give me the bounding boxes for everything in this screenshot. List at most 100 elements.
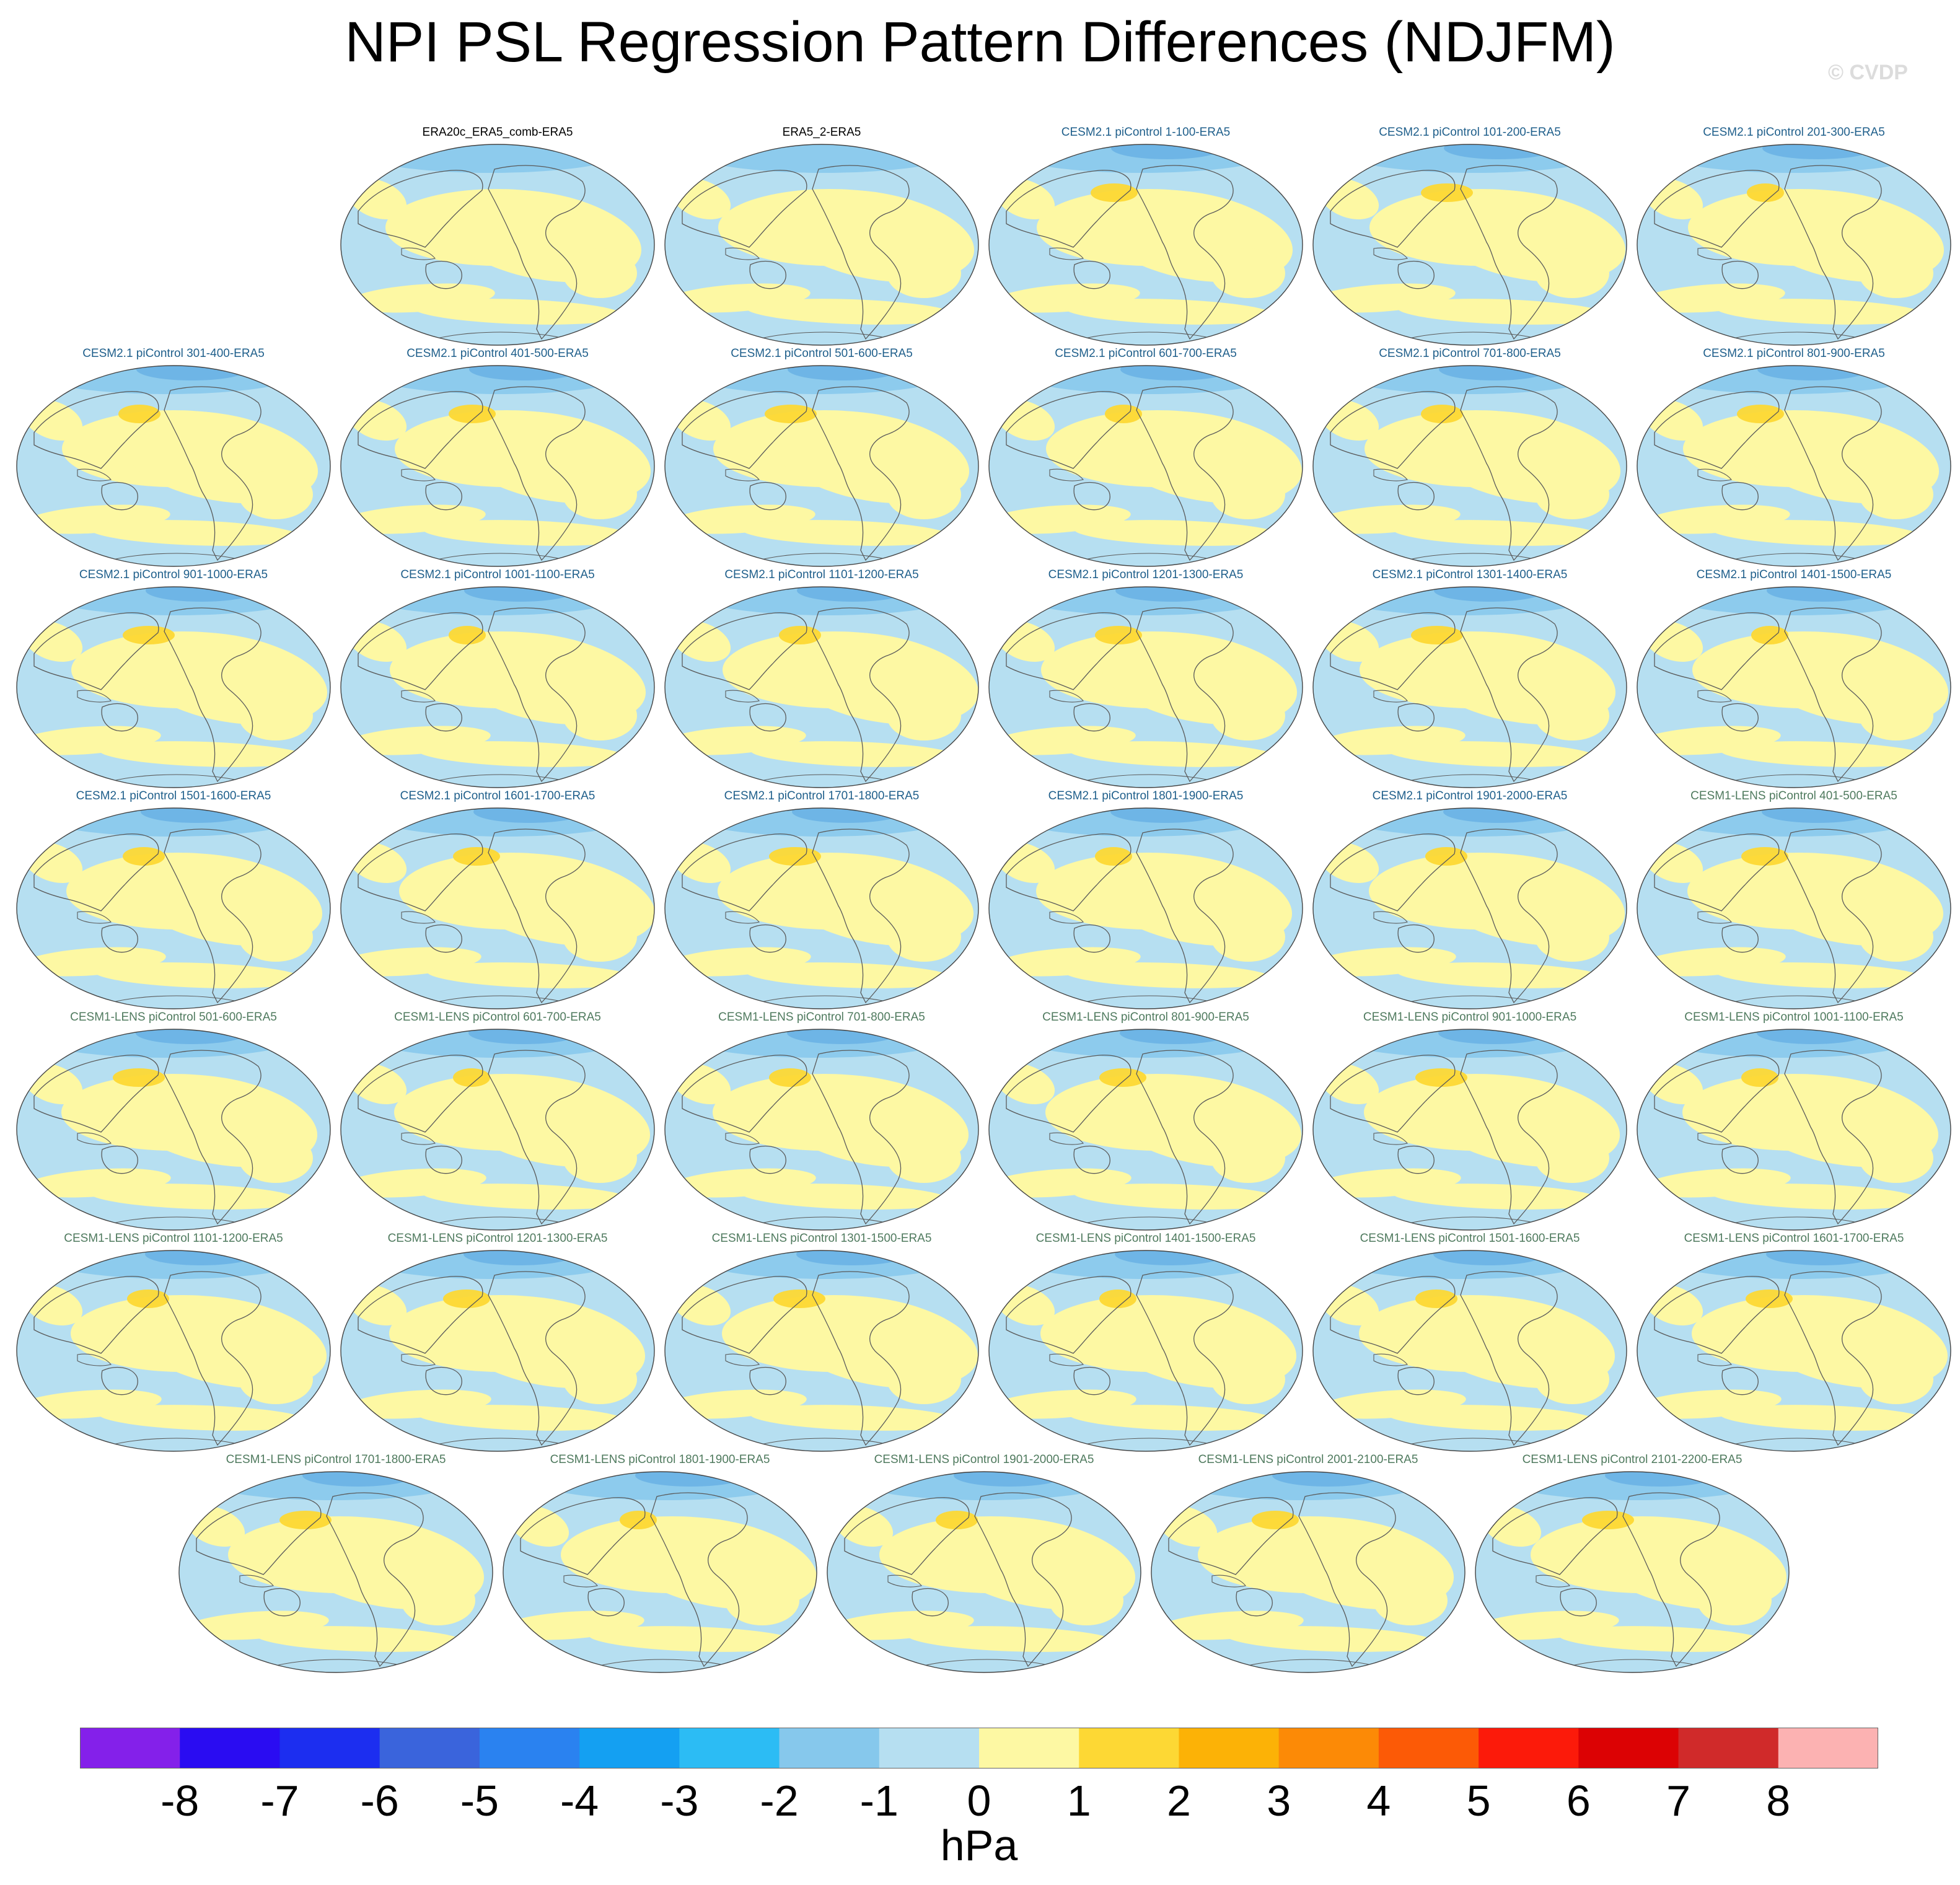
globe-map bbox=[988, 144, 1303, 346]
colorbar-tick-label: -4 bbox=[560, 1777, 599, 1825]
colorbar-segment bbox=[679, 1728, 780, 1769]
map-panel-title: CESM1-LENS piControl 601-700-ERA5 bbox=[394, 1011, 601, 1024]
globe-map bbox=[1637, 1250, 1951, 1452]
colorbar-segment bbox=[180, 1728, 280, 1769]
map-panel-title: CESM1-LENS piControl 1701-1800-ERA5 bbox=[226, 1453, 446, 1466]
map-panel: CESM2.1 piControl 101-200-ERA5 bbox=[1309, 126, 1631, 349]
map-panel: CESM1-LENS piControl 1701-1800-ERA5 bbox=[175, 1453, 497, 1676]
globe-map bbox=[988, 807, 1303, 1009]
colorbar-segment bbox=[379, 1728, 480, 1769]
map-panel: CESM1-LENS piControl 1501-1600-ERA5 bbox=[1309, 1232, 1631, 1455]
colorbar-segment bbox=[1179, 1728, 1280, 1769]
globe-map bbox=[827, 1471, 1141, 1673]
map-panel-title: CESM2.1 piControl 1201-1300-ERA5 bbox=[1048, 568, 1244, 581]
map-panel: CESM2.1 piControl 901-1000-ERA5 bbox=[12, 568, 335, 791]
colorbar-tick-label: -1 bbox=[859, 1777, 899, 1825]
map-panel-title: CESM2.1 piControl 301-400-ERA5 bbox=[82, 347, 265, 360]
map-panel-title: CESM1-LENS piControl 901-1000-ERA5 bbox=[1363, 1011, 1577, 1024]
globe-map bbox=[1312, 144, 1627, 346]
map-panel: ERA5_2-ERA5 bbox=[661, 126, 983, 349]
colorbar-segment bbox=[979, 1728, 1079, 1769]
map-panel: CESM1-LENS piControl 1801-1900-ERA5 bbox=[499, 1453, 821, 1676]
map-panel: CESM1-LENS piControl 1901-2000-ERA5 bbox=[823, 1453, 1145, 1676]
globe-map bbox=[340, 144, 655, 346]
map-panel-title: CESM2.1 piControl 1001-1100-ERA5 bbox=[400, 568, 595, 581]
map-panel-title: CESM2.1 piControl 1701-1800-ERA5 bbox=[724, 789, 920, 802]
globe-map bbox=[1475, 1471, 1790, 1673]
globe-map bbox=[503, 1471, 817, 1673]
globe-map bbox=[664, 1250, 979, 1452]
colorbar-tick-label: 2 bbox=[1166, 1777, 1191, 1825]
colorbar-tick-label: -6 bbox=[360, 1777, 399, 1825]
colorbar-segment bbox=[1479, 1728, 1579, 1769]
colorbar-segment bbox=[879, 1728, 980, 1769]
map-panel-title: CESM1-LENS piControl 1501-1600-ERA5 bbox=[1360, 1232, 1580, 1245]
map-panel-title: CESM1-LENS piControl 2101-2200-ERA5 bbox=[1522, 1453, 1742, 1466]
colorbar-segment bbox=[479, 1728, 580, 1769]
map-panel-title: CESM2.1 piControl 701-800-ERA5 bbox=[1379, 347, 1561, 360]
map-panel-title: CESM2.1 piControl 601-700-ERA5 bbox=[1055, 347, 1237, 360]
map-panel: CESM1-LENS piControl 2001-2100-ERA5 bbox=[1147, 1453, 1469, 1676]
globe-map bbox=[988, 365, 1303, 567]
map-panel-title: CESM2.1 piControl 101-200-ERA5 bbox=[1379, 126, 1561, 139]
map-panel: CESM2.1 piControl 1901-2000-ERA5 bbox=[1309, 789, 1631, 1013]
map-panel: CESM1-LENS piControl 401-500-ERA5 bbox=[1633, 789, 1955, 1013]
map-panel: CESM2.1 piControl 1701-1800-ERA5 bbox=[661, 789, 983, 1013]
globe-map bbox=[1312, 586, 1627, 788]
map-panel-title: CESM1-LENS piControl 801-900-ERA5 bbox=[1042, 1011, 1249, 1024]
map-panel-title: CESM1-LENS piControl 1201-1300-ERA5 bbox=[387, 1232, 608, 1245]
globe-map bbox=[1637, 807, 1951, 1009]
page-title: NPI PSL Regression Pattern Differences (… bbox=[345, 11, 1615, 74]
colorbar-tick-label: -8 bbox=[160, 1777, 200, 1825]
colorbar-tick-label: 8 bbox=[1766, 1777, 1791, 1825]
map-panel-title: CESM1-LENS piControl 1901-2000-ERA5 bbox=[874, 1453, 1094, 1466]
map-panel-title: CESM1-LENS piControl 1801-1900-ERA5 bbox=[550, 1453, 770, 1466]
map-panel: CESM1-LENS piControl 2101-2200-ERA5 bbox=[1471, 1453, 1793, 1676]
globe-map bbox=[16, 1029, 331, 1231]
map-panel: CESM2.1 piControl 501-600-ERA5 bbox=[661, 347, 983, 570]
map-panel: CESM2.1 piControl 601-700-ERA5 bbox=[985, 347, 1307, 570]
globe-map bbox=[664, 365, 979, 567]
map-panel: CESM2.1 piControl 1201-1300-ERA5 bbox=[985, 568, 1307, 791]
colorbar-tick-label: 3 bbox=[1267, 1777, 1291, 1825]
map-panel: ERA20c_ERA5_comb-ERA5 bbox=[336, 126, 659, 349]
map-panel-title: CESM2.1 piControl 1-100-ERA5 bbox=[1061, 126, 1231, 139]
map-panel: CESM2.1 piControl 301-400-ERA5 bbox=[12, 347, 335, 570]
map-panel: CESM2.1 piControl 1601-1700-ERA5 bbox=[336, 789, 659, 1013]
globe-map bbox=[340, 1250, 655, 1452]
globe-map bbox=[340, 1029, 655, 1231]
map-panel-title: CESM1-LENS piControl 1101-1200-ERA5 bbox=[64, 1232, 283, 1245]
globe-map bbox=[1637, 365, 1951, 567]
globe-map bbox=[664, 807, 979, 1009]
map-panel-title: ERA20c_ERA5_comb-ERA5 bbox=[422, 126, 573, 139]
globe-map bbox=[988, 1250, 1303, 1452]
globe-map bbox=[16, 1250, 331, 1452]
colorbar-tick-label: 6 bbox=[1566, 1777, 1591, 1825]
colorbar-segment bbox=[279, 1728, 380, 1769]
colorbar-segment bbox=[80, 1728, 180, 1769]
colorbar-tick-label: -3 bbox=[660, 1777, 699, 1825]
map-panel: CESM2.1 piControl 1301-1400-ERA5 bbox=[1309, 568, 1631, 791]
colorbar-tick-label: 4 bbox=[1366, 1777, 1391, 1825]
globe-map bbox=[1312, 1250, 1627, 1452]
colorbar-tick-label: 1 bbox=[1066, 1777, 1091, 1825]
cvdp-credit: © CVDP bbox=[1828, 61, 1908, 84]
globe-map bbox=[988, 586, 1303, 788]
globe-map bbox=[340, 586, 655, 788]
map-panel: CESM2.1 piControl 1401-1500-ERA5 bbox=[1633, 568, 1955, 791]
map-panel: CESM1-LENS piControl 901-1000-ERA5 bbox=[1309, 1011, 1631, 1234]
map-panel-title: CESM1-LENS piControl 2001-2100-ERA5 bbox=[1198, 1453, 1418, 1466]
map-panel-title: CESM2.1 piControl 1301-1400-ERA5 bbox=[1372, 568, 1568, 581]
map-panel: CESM2.1 piControl 1801-1900-ERA5 bbox=[985, 789, 1307, 1013]
map-panel-title: CESM1-LENS piControl 701-800-ERA5 bbox=[718, 1011, 925, 1024]
map-panel-title: CESM2.1 piControl 901-1000-ERA5 bbox=[79, 568, 268, 581]
map-panel: CESM1-LENS piControl 1301-1500-ERA5 bbox=[661, 1232, 983, 1455]
map-panel: CESM1-LENS piControl 1401-1500-ERA5 bbox=[985, 1232, 1307, 1455]
map-panel-title: CESM2.1 piControl 401-500-ERA5 bbox=[407, 347, 589, 360]
colorbar-segment bbox=[1578, 1728, 1679, 1769]
map-panel-title: CESM1-LENS piControl 1001-1100-ERA5 bbox=[1684, 1011, 1904, 1024]
map-panel-title: CESM2.1 piControl 1901-2000-ERA5 bbox=[1372, 789, 1568, 802]
map-panel-title: CESM1-LENS piControl 401-500-ERA5 bbox=[1690, 789, 1897, 802]
colorbar-segment bbox=[779, 1728, 880, 1769]
map-panel-title: CESM1-LENS piControl 1401-1500-ERA5 bbox=[1035, 1232, 1256, 1245]
